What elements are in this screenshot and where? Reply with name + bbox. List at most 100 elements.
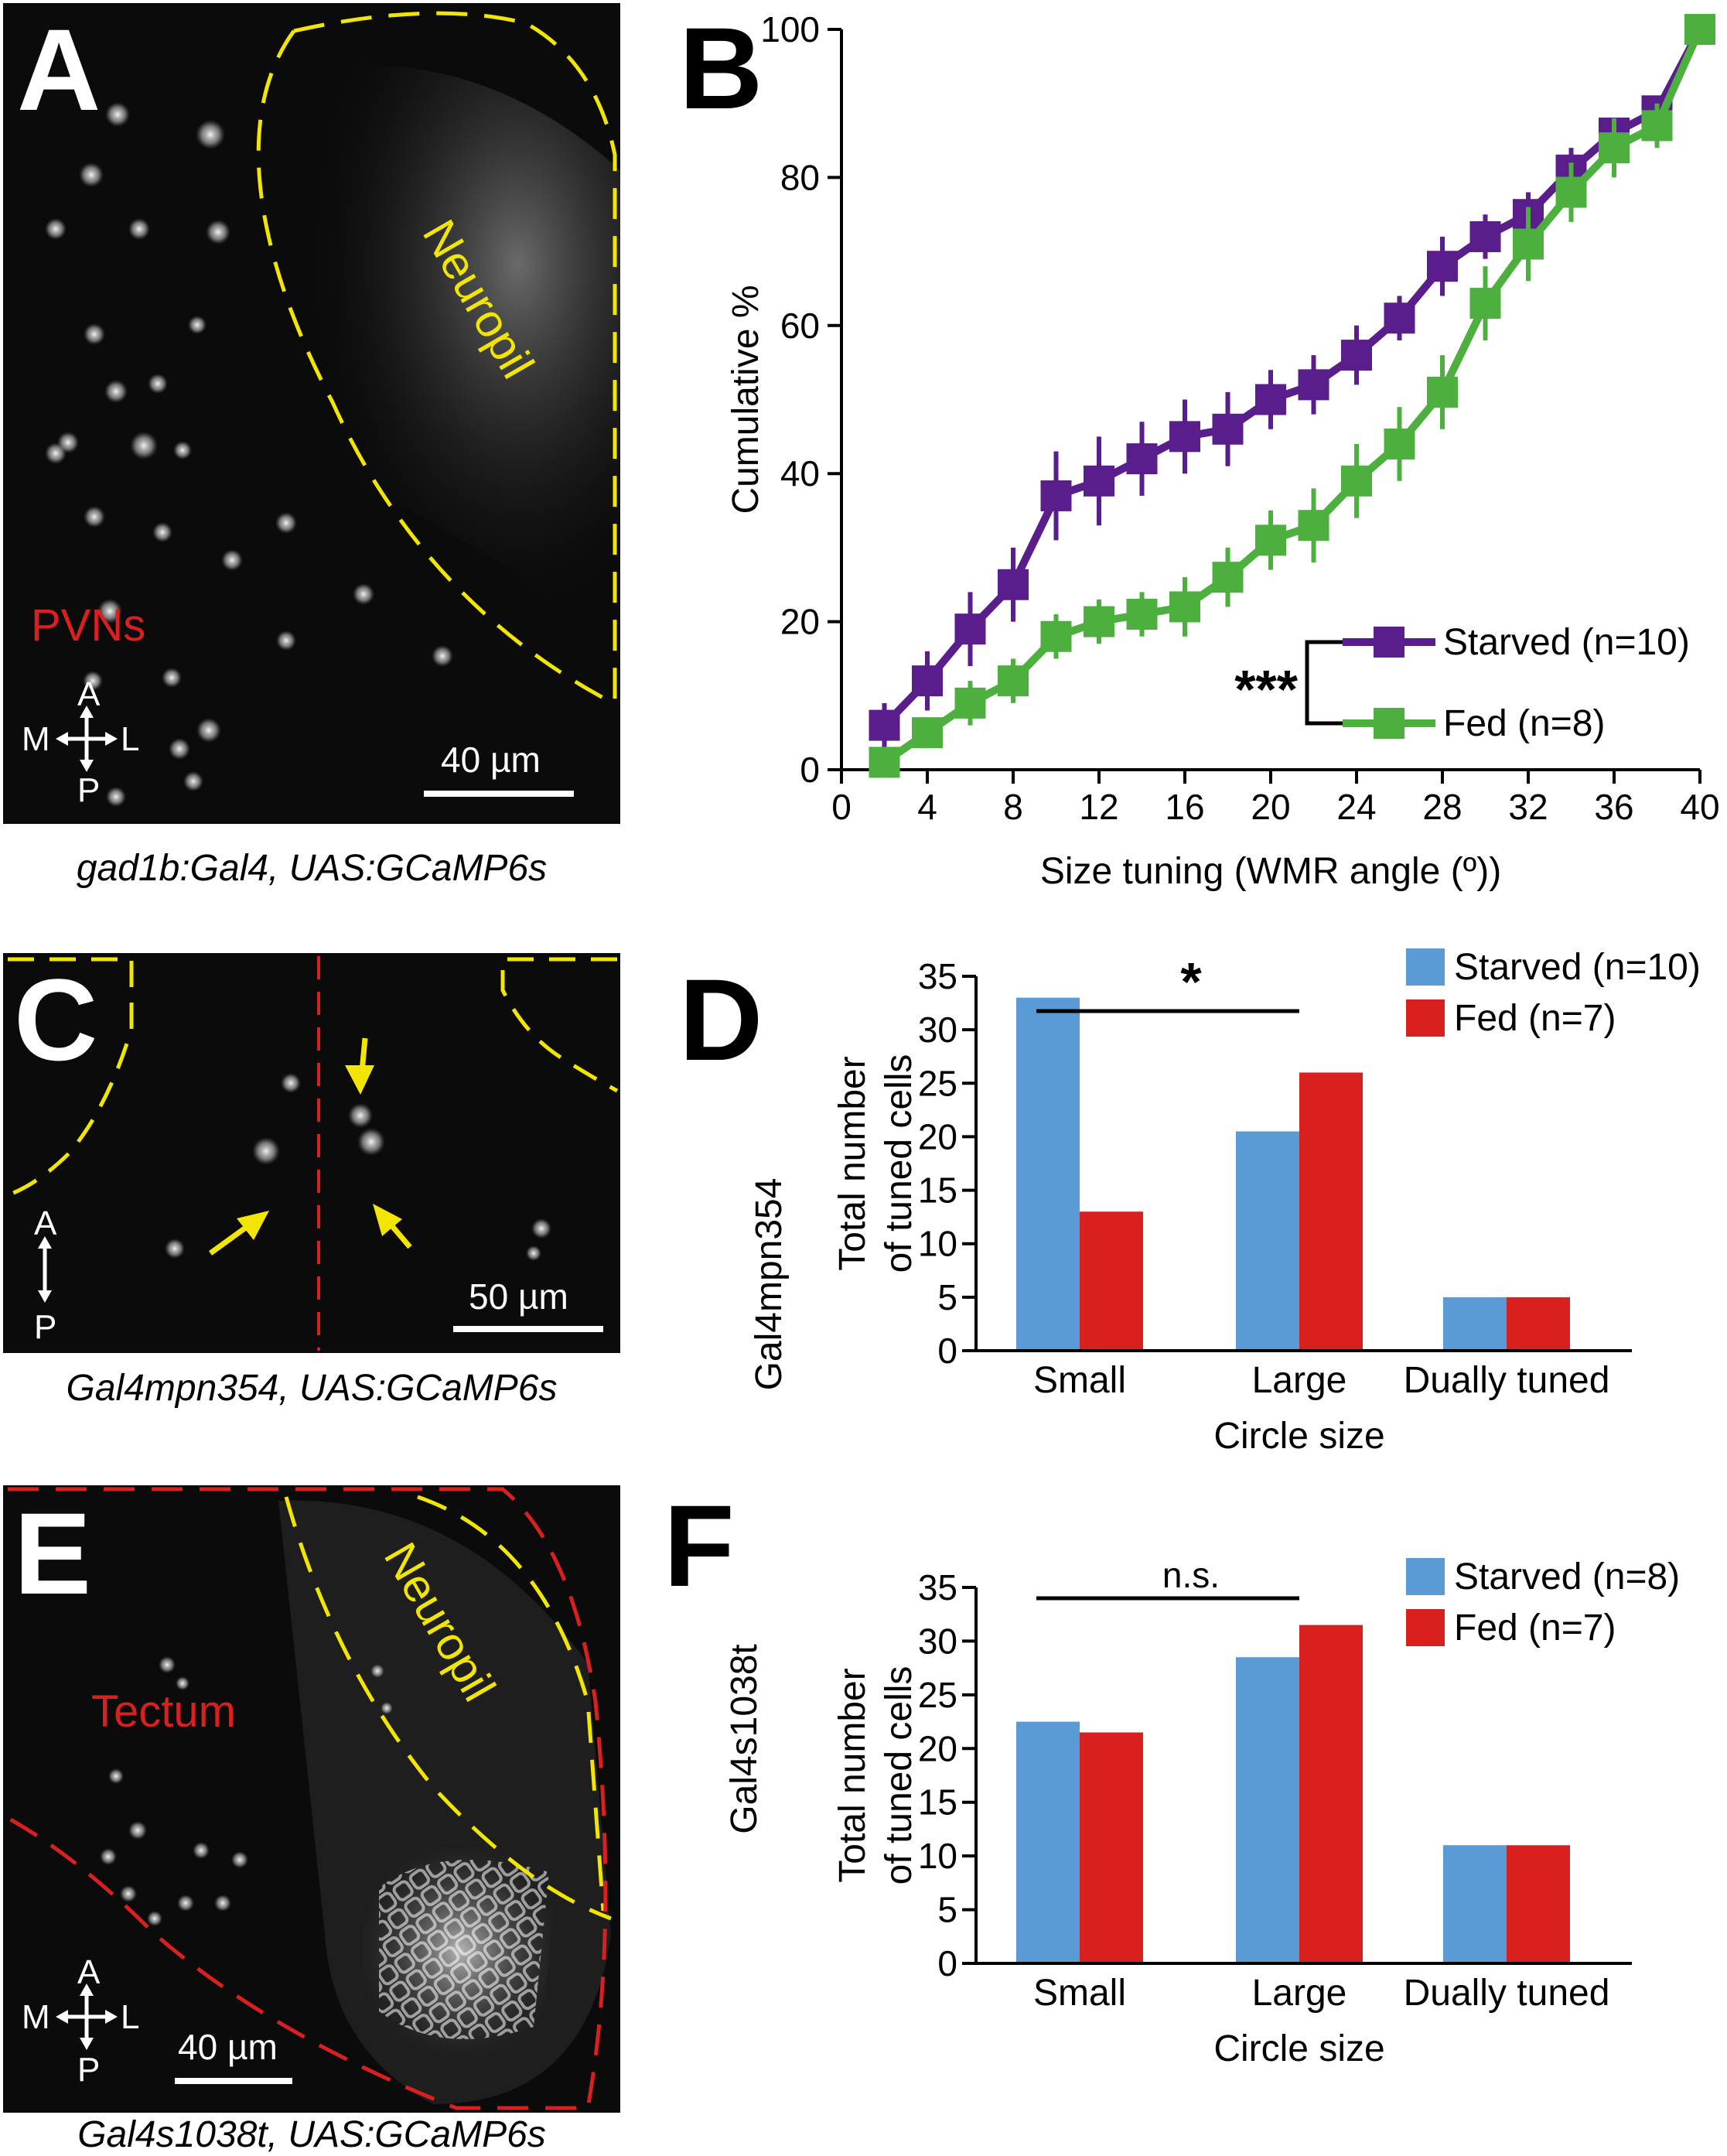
- panel-a-neuropil-glow: [278, 66, 620, 634]
- chart-d-y-tick-label: 30: [918, 1010, 957, 1050]
- panel-c-letter: C: [14, 955, 97, 1085]
- panel-a-orientation-l: L: [121, 720, 139, 758]
- chart-d-y-tick-label: 35: [918, 956, 957, 996]
- chart-d-y-tick-label: 5: [937, 1277, 957, 1317]
- chart-b-legend-label: Starved (n=10): [1443, 622, 1690, 663]
- chart-b-x-tick-label: 16: [1165, 787, 1204, 827]
- panel-a-orientation-p: P: [77, 771, 100, 809]
- chart-b-data-point: [912, 717, 943, 749]
- panel-a-caption: gad1b:Gal4, UAS:GCaMP6s: [77, 848, 547, 889]
- chart-b-y-tick-label: 80: [780, 157, 820, 197]
- panel-e-cell: [128, 1821, 147, 1840]
- chart-b-x-tick-label: 40: [1680, 787, 1719, 827]
- panel-a-neuropil-boundary: [256, 29, 616, 706]
- panel-e-orientation-m: M: [22, 1998, 50, 2036]
- panel-c-cell: [357, 1128, 385, 1156]
- chart-f-legend-label: Starved (n=8): [1454, 1556, 1680, 1597]
- panel-e-orientation-p: P: [77, 2051, 100, 2089]
- panel-c-orientation-compass: [38, 1236, 52, 1303]
- panel-e-cell: [147, 1911, 162, 1926]
- panel-c-orientation-a: A: [34, 1204, 57, 1242]
- chart-f-category-label: Small: [1033, 1973, 1126, 2014]
- chart-f-legend-label: Fed (n=7): [1454, 1608, 1616, 1649]
- panel-c-right-boundary: [500, 957, 619, 1093]
- chart-f-y-tick-label: 15: [918, 1782, 957, 1823]
- chart-f-y-tick-label: 25: [918, 1675, 957, 1715]
- panel-e-cell: [176, 1676, 189, 1690]
- panel-a-orientation-a: A: [77, 675, 101, 713]
- chart-b-data-point: [998, 665, 1029, 697]
- panel-e-scale-label: 40 µm: [178, 2027, 278, 2067]
- panel-c-caption: Gal4mpn354, UAS:GCaMP6s: [67, 1368, 558, 1409]
- panel-a-cell: [432, 645, 453, 667]
- panel-a-cell: [276, 630, 296, 651]
- chart-f-y-label: Total number: [832, 1668, 873, 1882]
- panel-a-cell: [130, 432, 158, 460]
- chart-f-y-tick-label: 10: [918, 1836, 957, 1876]
- panel-c-micrograph: [3, 953, 620, 1353]
- chart-f-x-label: Circle size: [1213, 2028, 1384, 2069]
- chart-f-bar: [1443, 1845, 1507, 1963]
- chart-b-data-point: [1298, 369, 1329, 401]
- panel-d-letter: D: [679, 955, 763, 1085]
- panel-a-cell: [105, 102, 130, 127]
- panel-c-cell: [526, 1245, 541, 1261]
- panel-a-orientation-m: M: [22, 720, 50, 758]
- chart-d-y-label: of tuned cells: [879, 1054, 920, 1273]
- chart-b-data-point: [1212, 413, 1244, 445]
- chart-b-data-point: [1040, 480, 1072, 511]
- chart-f-y-label: of tuned cells: [879, 1666, 920, 1885]
- panel-a: A Neuropil PVNs A P M L 40 µm gad1b:Gal4…: [3, 3, 620, 889]
- panel-a-cell: [152, 522, 172, 542]
- panel-a-cell: [45, 442, 67, 464]
- chart-b-data-point: [1255, 524, 1286, 556]
- chart-b-legend-marker: [1374, 627, 1404, 658]
- chart-b-data-point: [1084, 606, 1114, 637]
- chart-b-significance-bracket: [1305, 640, 1343, 726]
- panel-e-tectum-boundary: [6, 1487, 608, 2110]
- panel-e-cell: [177, 1895, 194, 1912]
- chart-b-x-tick-label: 12: [1079, 787, 1118, 827]
- chart-b-data-point: [869, 709, 900, 741]
- chart-d-y-tick-label: 0: [937, 1331, 957, 1371]
- panel-f: F Gal4s1038t Small Large Dually tuned 0 5 10 1…: [664, 1481, 1680, 2069]
- panel-c-cells: [165, 1073, 551, 1261]
- panel-e-cell: [193, 1842, 210, 1859]
- panel-c-cell: [531, 1218, 551, 1239]
- panel-a-neuropil-outer-boundary: [293, 11, 617, 704]
- chart-b-data-point: [1255, 384, 1286, 415]
- chart-f-bar: [1236, 1657, 1299, 1963]
- chart-d-bar: [1080, 1211, 1143, 1351]
- panel-e-letter: E: [14, 1488, 91, 1618]
- chart-b-data-point: [912, 665, 943, 697]
- chart-b-data-point: [1126, 443, 1158, 475]
- chart-b-data-point: [1555, 176, 1587, 208]
- panel-c-cell: [281, 1073, 301, 1093]
- panel-e-cell: [108, 1768, 124, 1784]
- panel-a-cell: [45, 218, 67, 240]
- panel-a-cell: [196, 120, 225, 149]
- panel-a-cell: [196, 718, 221, 743]
- panel-e-cells: [100, 1656, 393, 1926]
- chart-b-x-tick-label: 24: [1336, 787, 1376, 827]
- panel-a-cell: [173, 441, 192, 460]
- panel-c: C A P 50 µm Gal4mpn354, UAS:GCaMP6s: [3, 953, 620, 1409]
- chart-b-data-point: [954, 613, 986, 645]
- chart-b-y-tick-label: 0: [800, 750, 820, 790]
- chart-b-data-point: [954, 687, 986, 719]
- panel-a-cell: [275, 512, 297, 534]
- chart-b-data-point: [1641, 110, 1673, 142]
- panel-e-orientation-compass: [56, 1983, 118, 2050]
- panel-e-cell-mesh: [379, 1860, 549, 2039]
- chart-b-data-point: [1084, 465, 1114, 497]
- panel-a-cell: [106, 787, 126, 807]
- chart-b: 0 20 40 60 80 100 0 4 8 12 16 20 24 28 32 36 40 Size tuni…: [725, 9, 1720, 892]
- panel-c-scale-label: 50 µm: [469, 1276, 568, 1317]
- chart-b-data-point: [1341, 465, 1372, 497]
- chart-f-legend-swatch: [1406, 1558, 1445, 1595]
- chart-d-bar: [1299, 1072, 1363, 1351]
- panel-e-cell: [370, 1664, 384, 1678]
- chart-b-data-point: [1169, 591, 1200, 623]
- chart-b-data-point: [1684, 14, 1715, 45]
- chart-b-x-tick-label: 0: [831, 787, 852, 827]
